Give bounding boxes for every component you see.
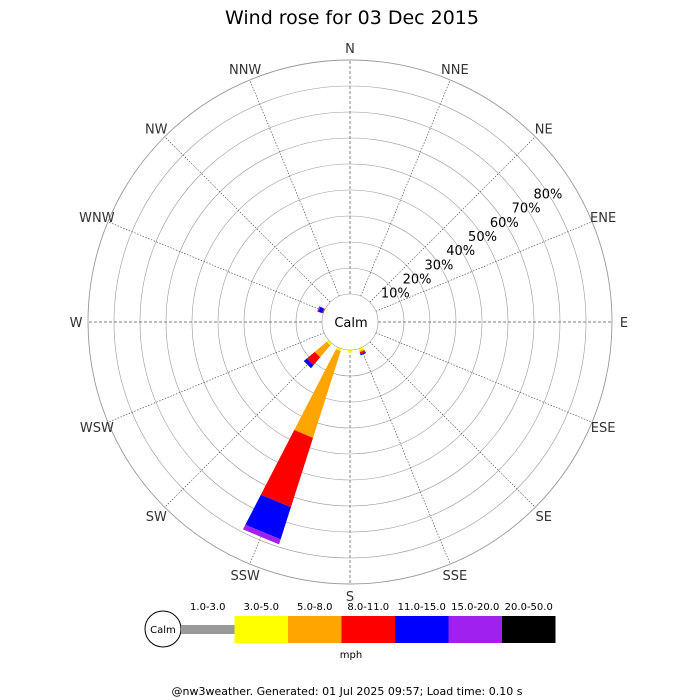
petal-ssw-bin-3: [260, 430, 314, 508]
petal-sw-bin-3: [306, 351, 321, 366]
ring-label-70pct: 70%: [512, 202, 541, 217]
calm-label: Calm: [334, 316, 367, 331]
direction-label-se: SE: [536, 510, 552, 525]
petal-sse-bin-1: [358, 346, 365, 352]
direction-label-wsw: WSW: [80, 421, 114, 436]
legend-swatch-0: [181, 625, 235, 634]
direction-label-nw: NW: [145, 122, 168, 137]
legend-swatch-1: [234, 616, 288, 643]
wind-petals: [242, 306, 367, 545]
legend-swatch-2: [288, 616, 342, 643]
ring-label-30pct: 30%: [424, 258, 453, 273]
direction-label-ene: ENE: [590, 211, 616, 226]
ring-90: [87, 59, 613, 585]
legend-unit-label: mph: [340, 650, 362, 661]
legend-label-2: 5.0-8.0: [297, 602, 332, 613]
petal-sw-bin-4: [303, 358, 314, 369]
petal-ssw-bin-4: [245, 494, 291, 540]
petal-wnw-bin-5: [317, 306, 321, 312]
calm-circle: [321, 293, 379, 351]
petal-sse-bin-3: [359, 350, 366, 355]
petal-sse-bin-4: [360, 351, 367, 356]
direction-label-sse: SSE: [443, 569, 468, 584]
direction-labels: N NNE NE ENE E ESE SE SSE S SSW SW WSW W WNW NW NNW: [70, 42, 629, 605]
legend-label-1: 3.0-5.0: [244, 602, 279, 613]
legend-label-4: 11.0-15.0: [398, 602, 446, 613]
calm-center: Calm: [321, 293, 379, 351]
direction-spokes: [88, 60, 612, 584]
legend-swatch-5: [448, 616, 502, 643]
petal-ssw-bin-1: [335, 346, 342, 352]
direction-label-e: E: [620, 316, 628, 331]
legend-label-3: 8.0-11.0: [347, 602, 389, 613]
ring-40: [217, 189, 483, 455]
petal-wnw-bin-4: [318, 306, 324, 314]
direction-label-ne: NE: [535, 122, 553, 137]
legend-swatch-3: [341, 616, 395, 643]
chart-title: Wind rose for 03 Dec 2015: [225, 7, 479, 29]
direction-label-ssw: SSW: [230, 569, 260, 584]
petal-sse-bin-2: [359, 349, 365, 353]
ring-label-60pct: 60%: [490, 216, 519, 231]
petal-sw-bin-1: [326, 340, 332, 346]
direction-label-nne: NNE: [441, 63, 469, 78]
ring-label-50pct: 50%: [468, 230, 497, 245]
ring-label-10pct: 10%: [381, 287, 410, 302]
petal-sw-bin-2: [314, 341, 331, 358]
legend-label-0: 1.0-3.0: [190, 602, 225, 613]
legend-label-6: 20.0-50.0: [505, 602, 553, 613]
direction-label-ese: ESE: [591, 421, 616, 436]
legend-label-5: 15.0-20.0: [451, 602, 499, 613]
footer-text: @nw3weather. Generated: 01 Jul 2025 09:5…: [172, 685, 523, 698]
ring-label-80pct: 80%: [533, 187, 562, 202]
ring-labels: 10%20%30%40%50%60%70%80%: [381, 187, 563, 301]
speed-legend: Calm mph 1.0-3.0 3.0-5.0 5.0-8.0 8.0-11.0 11…: [144, 602, 556, 661]
direction-label-wnw: WNW: [79, 211, 115, 226]
direction-label-nnw: NNW: [229, 63, 261, 78]
legend-swatch-4: [395, 616, 449, 643]
petal-ssw-bin-5: [242, 524, 281, 545]
ring-label-40pct: 40%: [446, 244, 475, 259]
direction-label-w: W: [70, 316, 83, 331]
direction-label-s: S: [346, 590, 354, 605]
ring-label-20pct: 20%: [403, 272, 432, 287]
petal-s-bin-1: [347, 349, 353, 353]
direction-label-sw: SW: [146, 510, 167, 525]
legend-swatch-6: [502, 616, 556, 643]
legend-calm-label: Calm: [150, 625, 176, 636]
direction-label-n: N: [345, 42, 355, 57]
petal-wnw-bin-3: [322, 308, 326, 314]
petal-ssw-bin-2: [294, 349, 341, 438]
